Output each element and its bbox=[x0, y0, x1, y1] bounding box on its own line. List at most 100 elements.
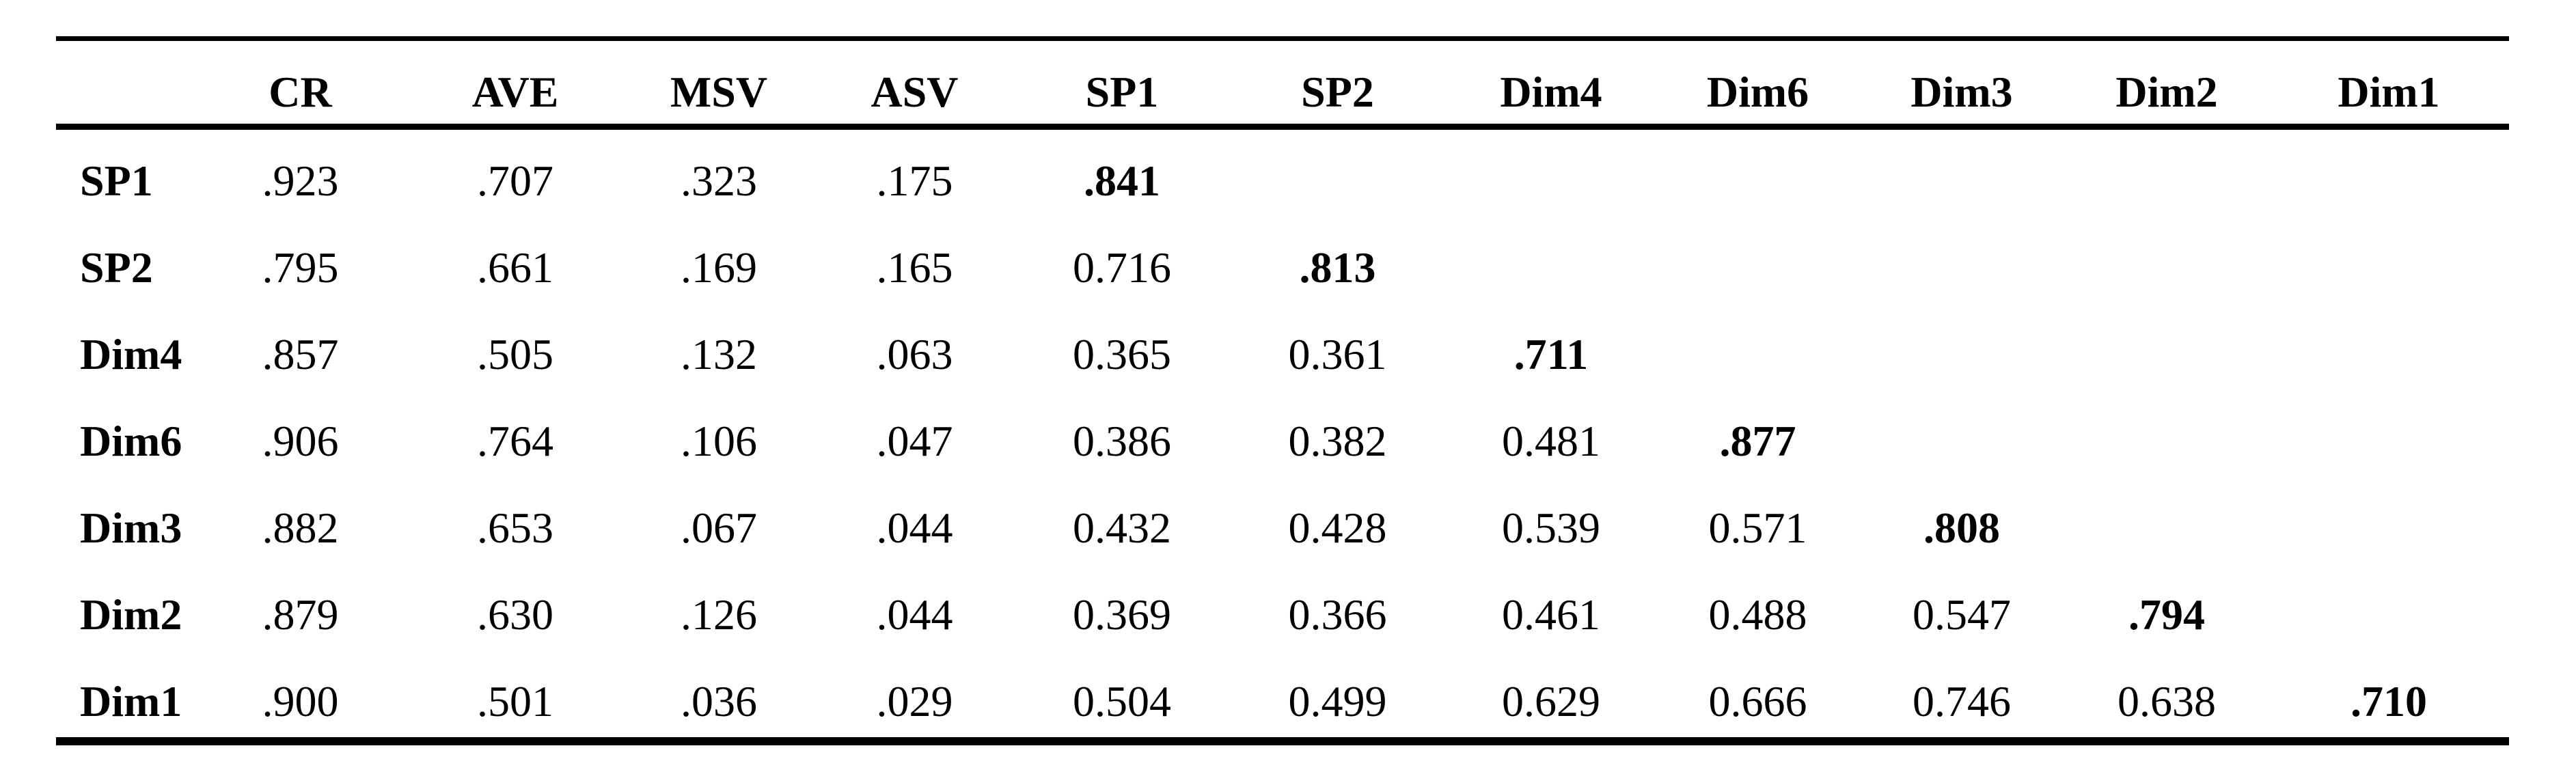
table-cell-empty bbox=[2269, 477, 2509, 564]
table-cell: .175 bbox=[876, 156, 953, 205]
table-cell: .323 bbox=[681, 156, 757, 205]
table-cell: 0.382 bbox=[1288, 417, 1387, 465]
table-cell: 0.638 bbox=[2118, 677, 2216, 726]
table-cell: .923 bbox=[262, 156, 339, 205]
table-rule-top bbox=[56, 36, 2509, 41]
table-cell: .661 bbox=[477, 243, 553, 292]
table-row: Dim3 .882 .653 .067 .044 0.432 0.428 0.539 0.571… bbox=[56, 477, 2509, 564]
table-cell: .813 bbox=[1299, 243, 1376, 292]
table-cell-empty bbox=[1859, 130, 2065, 217]
table-cell-empty bbox=[2065, 130, 2269, 217]
table-rule-bottom bbox=[56, 737, 2509, 745]
table-cell-empty bbox=[2269, 564, 2509, 650]
table-cell: 0.369 bbox=[1073, 590, 1171, 639]
table-rule-header bbox=[56, 124, 2509, 130]
row-header: Dim4 bbox=[80, 330, 182, 378]
table-cell: .841 bbox=[1084, 156, 1160, 205]
table-cell-empty bbox=[1230, 130, 1445, 217]
table-cell-empty bbox=[1445, 130, 1657, 217]
table-cell: 0.461 bbox=[1502, 590, 1600, 639]
table-cell: .169 bbox=[681, 243, 757, 292]
table-row: Dim4 .857 .505 .132 .063 0.365 0.361 .711 bbox=[56, 303, 2509, 390]
table-row: SP2 .795 .661 .169 .165 0.716 .813 bbox=[56, 217, 2509, 303]
column-header: Dim6 bbox=[1706, 68, 1809, 116]
column-header: SP2 bbox=[1301, 68, 1374, 116]
table-cell: 0.746 bbox=[1913, 677, 2011, 726]
table-cell: 0.504 bbox=[1073, 677, 1171, 726]
row-header: SP2 bbox=[80, 243, 153, 292]
table-cell-empty bbox=[1859, 390, 2065, 477]
column-header: MSV bbox=[670, 68, 768, 116]
row-header: Dim2 bbox=[80, 590, 182, 639]
column-header: Dim4 bbox=[1500, 68, 1602, 116]
table-cell: .764 bbox=[477, 417, 553, 465]
column-header: ASV bbox=[871, 68, 959, 116]
table-cell: 0.499 bbox=[1288, 677, 1387, 726]
table-cell-empty bbox=[2065, 217, 2269, 303]
table-cell: 0.666 bbox=[1708, 677, 1807, 726]
table-cell: .711 bbox=[1513, 330, 1589, 378]
table-cell-empty bbox=[1657, 217, 1859, 303]
table-cell-empty bbox=[2065, 390, 2269, 477]
table-cell-empty bbox=[1859, 303, 2065, 390]
table-cell-empty bbox=[2065, 303, 2269, 390]
table-cell: .132 bbox=[681, 330, 757, 378]
table-cell: .505 bbox=[477, 330, 553, 378]
table-cell-empty bbox=[1657, 303, 1859, 390]
table-cell: .879 bbox=[262, 590, 339, 639]
table-row: Dim1 .900 .501 .036 .029 0.504 0.499 0.629 0.666… bbox=[56, 650, 2509, 737]
table-cell: .795 bbox=[262, 243, 339, 292]
table-cell: .044 bbox=[876, 590, 953, 639]
table-row: Dim6 .906 .764 .106 .047 0.386 0.382 0.481 .877 bbox=[56, 390, 2509, 477]
table-cell: .877 bbox=[1719, 417, 1796, 465]
row-header: Dim1 bbox=[80, 677, 182, 726]
table-cell: .710 bbox=[2351, 677, 2427, 726]
table-cell: .067 bbox=[681, 504, 757, 552]
table-cell: 0.539 bbox=[1502, 504, 1600, 552]
row-header: Dim6 bbox=[80, 417, 182, 465]
column-header: CR bbox=[269, 68, 332, 116]
table-cell: .707 bbox=[477, 156, 553, 205]
table-cell: .106 bbox=[681, 417, 757, 465]
table-header-row: CR AVE MSV ASV SP1 SP2 Dim4 Dim6 Dim3 Dim2 Dim1 bbox=[56, 41, 2509, 124]
column-header: Dim2 bbox=[2115, 68, 2218, 116]
table-cell: .036 bbox=[681, 677, 757, 726]
table-cell: .029 bbox=[876, 677, 953, 726]
table-cell: .882 bbox=[262, 504, 339, 552]
table-cell: .857 bbox=[262, 330, 339, 378]
table-cell: 0.432 bbox=[1073, 504, 1171, 552]
column-header: Dim3 bbox=[1910, 68, 2013, 116]
table-cell: .044 bbox=[876, 504, 953, 552]
table-cell-empty bbox=[2269, 217, 2509, 303]
table-cell-empty bbox=[2269, 130, 2509, 217]
table-cell: 0.571 bbox=[1708, 504, 1807, 552]
table-row: Dim2 .879 .630 .126 .044 0.369 0.366 0.461 0.488… bbox=[56, 564, 2509, 650]
table-cell: 0.386 bbox=[1073, 417, 1171, 465]
table-cell: .165 bbox=[876, 243, 953, 292]
table-cell: .906 bbox=[262, 417, 339, 465]
table-cell: .501 bbox=[477, 677, 553, 726]
column-header-blank bbox=[56, 41, 193, 124]
table-cell-empty bbox=[2065, 477, 2269, 564]
table-cell: 0.361 bbox=[1288, 330, 1387, 378]
table-cell-empty bbox=[1859, 217, 2065, 303]
table-cell: .063 bbox=[876, 330, 953, 378]
table-cell-empty bbox=[2269, 390, 2509, 477]
table-cell: .653 bbox=[477, 504, 553, 552]
table-cell: .630 bbox=[477, 590, 553, 639]
table-cell-empty bbox=[1445, 217, 1657, 303]
table-cell-empty bbox=[2269, 303, 2509, 390]
table-cell: .900 bbox=[262, 677, 339, 726]
table-cell: 0.366 bbox=[1288, 590, 1387, 639]
column-header: Dim1 bbox=[2338, 68, 2440, 116]
table-body: SP1 .923 .707 .323 .175 .841 SP2 .795 .661 .169 .1… bbox=[56, 130, 2509, 737]
table-row: SP1 .923 .707 .323 .175 .841 bbox=[56, 130, 2509, 217]
table-cell: 0.365 bbox=[1073, 330, 1171, 378]
table-cell: .126 bbox=[681, 590, 757, 639]
table-cell: .794 bbox=[2128, 590, 2205, 639]
table-cell: 0.428 bbox=[1288, 504, 1387, 552]
column-header: AVE bbox=[471, 68, 559, 116]
table-cell: 0.547 bbox=[1913, 590, 2011, 639]
table-cell: .808 bbox=[1923, 504, 2000, 552]
table-cell: 0.716 bbox=[1073, 243, 1171, 292]
